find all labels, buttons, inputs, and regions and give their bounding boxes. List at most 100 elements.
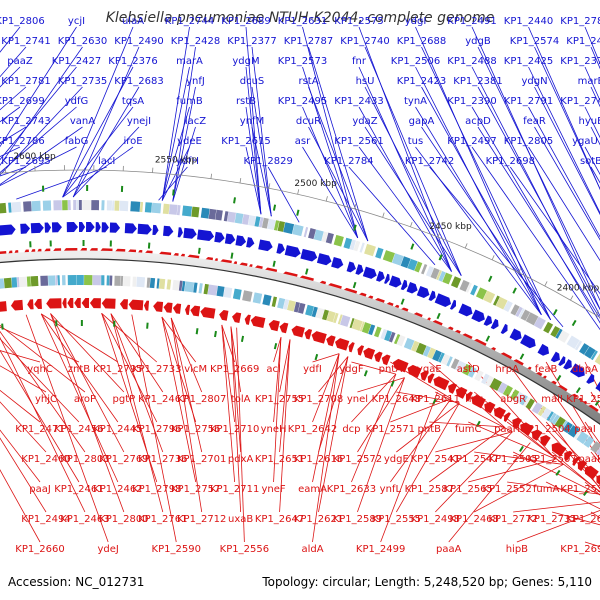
forward-function-band [503,300,513,313]
forward-gene-arrow [137,223,152,235]
label-connector [351,361,397,375]
gene-label: KP1_2736 [138,454,187,465]
label-connector [161,106,190,201]
label-connector [421,46,552,321]
forward-function-band [510,304,520,316]
forward-gene-arrow [483,315,493,326]
gene-label: KP1_2497 [447,136,496,147]
reverse-function-band [462,363,473,376]
gene-label: KP1_2803 [60,454,109,465]
gene-label: KP1_2494 [21,514,70,525]
reverse-gene-arrow [119,299,129,310]
gene-label: abgR [500,394,526,405]
rna-feature [410,243,415,250]
reverse-gene-arrow [335,338,350,351]
forward-gene-arrow [95,222,101,233]
gene-label: KP1_2433 [334,96,383,107]
gene-label: acl [266,364,280,375]
reverse-function-band [305,304,315,317]
gene-label: KP1_2631 [278,16,327,27]
rna-feature [436,312,441,320]
gene-label: feaB [535,364,558,375]
gene-label: hyuE [579,116,600,127]
gene-label: asr [295,136,311,147]
forward-gene-arrow [276,243,285,254]
reverse-function-band [403,337,415,350]
forward-function-band [425,265,434,277]
forward-function-band [470,284,478,296]
rna-feature [485,335,491,342]
forward-function-band [267,218,276,230]
gene-label: KP1_2805 [504,136,553,147]
rna-feature [552,309,558,316]
forward-gene-arrow [458,303,473,317]
label-connector [50,313,125,513]
reverse-function-band [438,352,445,363]
forward-function-band [430,267,440,280]
label-connector [273,337,282,483]
forward-function-band [465,282,472,293]
forward-gene-arrow [86,222,95,233]
reverse-gene-arrow [34,298,42,310]
gene-label: aroP [74,394,96,405]
forward-gene-arrow [558,356,566,366]
gene-label: KP1_2698 [486,156,535,167]
forward-function-band [242,214,250,225]
rna-feature [197,247,201,254]
gene-label: KP1_2755 [255,394,304,405]
reverse-gene-arrow [0,301,7,312]
gene-label: KP1_2647 [255,514,304,525]
gene-label: KP1_2791 [504,96,553,107]
gene-label: KP1_2390 [447,96,496,107]
rna-feature [272,204,277,211]
forward-gene-arrow [400,279,408,291]
gene-label: KP1_2615 [221,136,270,147]
forward-function-band [382,250,395,263]
rna-feature [583,489,589,496]
reverse-function-band [562,421,573,434]
gene-label: KP1_2784 [324,156,373,167]
reverse-gene-arrow [326,335,336,347]
label-connector [507,481,600,495]
reverse-function-band [19,276,28,288]
forward-gene-arrow [586,373,595,384]
gene-label: KP1_2694 [560,544,600,555]
label-connector [534,126,600,241]
label-connector [308,46,369,242]
reverse-function-band [502,385,513,397]
forward-function-band [414,261,423,273]
label-connector [221,324,236,483]
gene-label: KP1_2611 [411,394,460,405]
reverse-function-band [223,286,233,299]
reverse-function-band [474,369,484,382]
forward-function-band [525,312,539,326]
gene-label: rstB [236,96,256,107]
gene-label: ydeE [177,136,202,147]
gene-label: astD [457,364,480,375]
label-connector [534,46,600,190]
label-connector [0,86,27,111]
forward-function-band [200,207,210,219]
label-connector [0,86,83,176]
label-connector [221,324,236,423]
reverse-function-band [3,277,12,289]
rna-feature [555,469,561,476]
gene-label: ynel [347,394,368,405]
label-connector [380,392,438,543]
forward-function-band [579,343,590,355]
label-connector [0,126,27,144]
gene-label: paaK [578,454,600,465]
forward-gene-arrow [124,223,137,234]
label-connector [312,353,340,423]
label-connector [62,106,134,198]
gene-label: KP1_2425 [504,56,553,67]
label-connector [279,339,291,513]
gene-label: KP1_2507 [527,454,576,465]
label-connector [358,26,452,272]
gene-label: KP1_2445 [93,424,142,435]
forward-gene-arrow [101,222,109,233]
rna-feature [488,275,493,282]
gene-label: KP1_2491 [447,16,496,27]
label-connector [421,126,551,321]
